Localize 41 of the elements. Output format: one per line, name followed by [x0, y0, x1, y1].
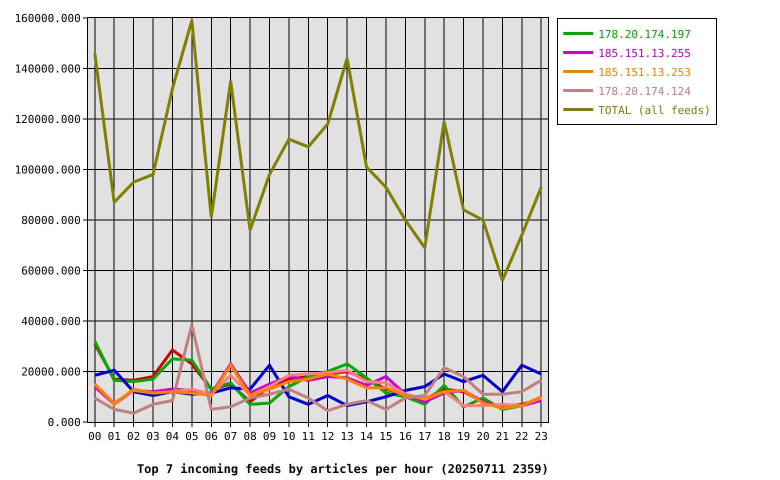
line-series [93, 19, 543, 282]
x-tick-label: 00 [88, 430, 102, 444]
x-tick-label: 17 [418, 430, 432, 444]
x-tick-label: 01 [108, 430, 121, 444]
text: Top 7 incoming feeds by articles per hour (20250711 2359) [136, 462, 549, 476]
x-tick-label: 03 [146, 430, 160, 444]
x-tick-label: 21 [496, 430, 510, 444]
y-tick-label: 100000.000 [14, 163, 81, 176]
x-tick-label: 04 [166, 430, 180, 444]
x-tick-label: 13 [340, 430, 354, 444]
y-tick-label: 140000.000 [14, 62, 81, 76]
legend-label: TOTAL (all feeds) [598, 104, 711, 117]
x-tick-label: 02 [126, 430, 140, 444]
x-tick-label: 12 [321, 430, 334, 444]
x-tick-label: 06 [204, 430, 218, 444]
x-tick-label: 10 [282, 430, 296, 444]
line-series [93, 323, 543, 415]
legend-label: 178.20.174.197 [598, 28, 691, 41]
legend-label: 178.20.174.124 [598, 84, 692, 98]
x-tick-label: 11 [302, 430, 315, 444]
x-tick-label: 18 [438, 430, 451, 444]
y-tick-label: 80000.000 [21, 214, 81, 227]
x-tick-label: 14 [360, 430, 374, 444]
x-tick-label: 23 [534, 430, 548, 444]
y-tick-label: 60000.000 [21, 264, 81, 278]
x-tick-label: 09 [262, 430, 276, 444]
legend-label: 185.151.13.253 [598, 66, 691, 79]
x-tick-label: 20 [476, 430, 490, 444]
x-tick-label: 07 [224, 430, 238, 444]
y-tick-label: 0.000 [48, 416, 81, 429]
x-tick-label: 22 [515, 430, 528, 444]
y-tick-label: 40000.000 [21, 314, 81, 328]
x-tick-label: 19 [456, 430, 470, 444]
x-tick-label: 15 [379, 430, 393, 444]
y-tick-label: 160000.000 [14, 12, 81, 25]
y-tick-label: 20000.000 [21, 365, 81, 378]
x-tick-label: 08 [243, 430, 257, 444]
x-tick-label: 05 [185, 430, 198, 444]
x-tick-label: 16 [398, 430, 412, 444]
y-tick-label: 120000.000 [14, 112, 81, 126]
legend-label: 185.151.13.255 [598, 46, 691, 60]
